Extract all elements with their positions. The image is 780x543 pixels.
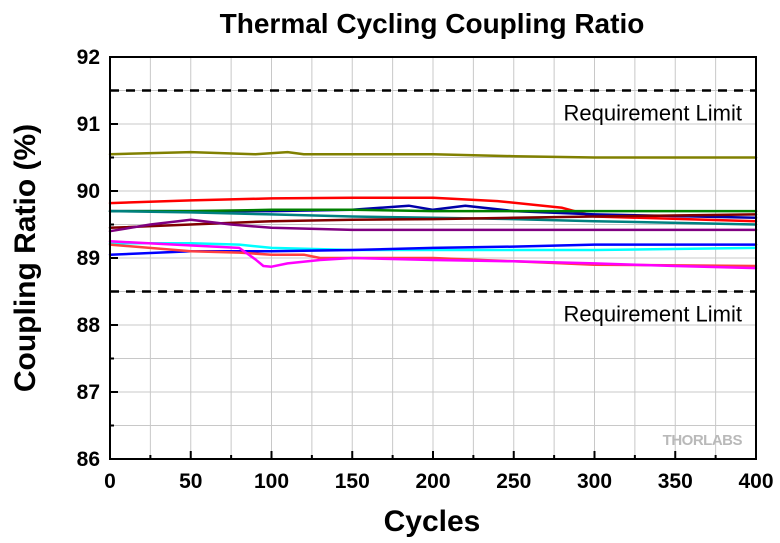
x-tick-label: 50 bbox=[179, 470, 202, 493]
series-line-11 bbox=[108, 240, 758, 270]
y-tick-label: 92 bbox=[77, 46, 100, 69]
x-tick-label: 0 bbox=[104, 470, 116, 493]
x-axis-label: Cycles bbox=[384, 505, 481, 538]
x-tick-label: 150 bbox=[335, 470, 370, 493]
y-tick-label: 90 bbox=[77, 180, 100, 203]
series-line-7 bbox=[108, 218, 758, 233]
x-tick-label: 300 bbox=[577, 470, 612, 493]
requirement-limit-label: Requirement Limit bbox=[563, 302, 742, 327]
series-line-6 bbox=[108, 213, 758, 230]
y-tick-label: 91 bbox=[77, 113, 101, 136]
x-tick-label: 250 bbox=[496, 470, 531, 493]
y-tick-label: 88 bbox=[77, 314, 101, 337]
series-line-4 bbox=[108, 208, 758, 213]
y-tick-label: 89 bbox=[77, 247, 100, 270]
series-line-5 bbox=[108, 209, 758, 226]
y-tick-label: 86 bbox=[77, 448, 100, 471]
series-line-1 bbox=[108, 150, 758, 159]
thorlabs-watermark: THORLABS bbox=[663, 432, 743, 449]
x-tick-label: 200 bbox=[415, 470, 450, 493]
x-tick-label: 350 bbox=[658, 470, 693, 493]
series-layer bbox=[108, 150, 758, 270]
x-tick-label: 100 bbox=[254, 470, 289, 493]
ticks: 0 50 100 150 200 250 300 350 400 86 87 88 89 90 91 92 bbox=[77, 46, 774, 493]
chart-title: Thermal Cycling Coupling Ratio bbox=[220, 8, 645, 39]
x-tick-label: 400 bbox=[738, 470, 773, 493]
requirement-limit-label: Requirement Limit bbox=[563, 101, 742, 126]
requirement-limit-lines bbox=[110, 89, 756, 293]
y-tick-label: 87 bbox=[77, 381, 100, 404]
y-axis-label: Coupling Ratio (%) bbox=[9, 124, 42, 392]
annotations: Requirement Limit Requirement Limit bbox=[563, 101, 742, 327]
